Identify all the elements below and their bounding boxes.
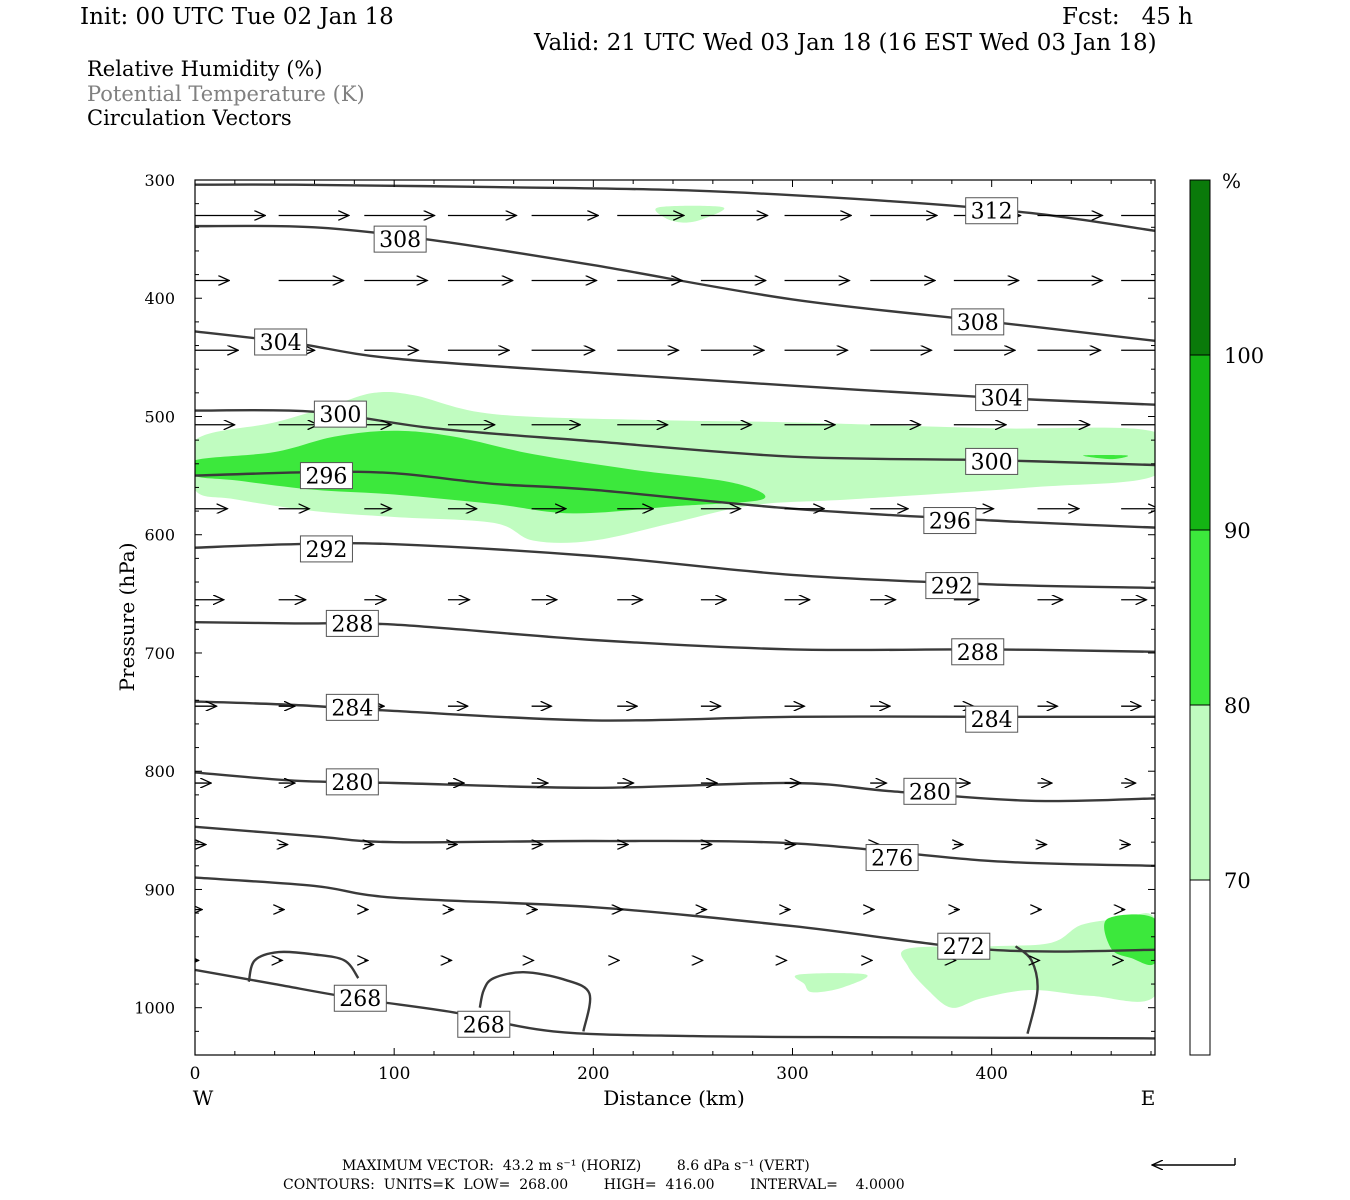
y-axis-title: Pressure (hPa): [115, 543, 139, 692]
legend-potential-temperature: Potential Temperature (K): [87, 82, 365, 106]
colorbar-level-label: 100: [1224, 344, 1264, 368]
y-tick-label: 700: [144, 644, 175, 663]
contour-label: 300: [965, 447, 1019, 475]
svg-text:284: 284: [971, 708, 1013, 733]
theta-contour-268: [195, 968, 1155, 1040]
colorbar-band: [1190, 180, 1210, 355]
contour-label: 292: [299, 535, 353, 563]
valid-time: Valid: 21 UTC Wed 03 Jan 18 (16 EST Wed …: [534, 30, 1157, 56]
svg-text:312: 312: [971, 200, 1013, 225]
rh-region-70-80: [655, 205, 725, 223]
theta-contour-272: [195, 876, 1155, 953]
y-tick-label: 1000: [134, 999, 175, 1018]
svg-text:268: 268: [463, 1013, 505, 1038]
contour-label: 304: [975, 384, 1029, 412]
contour-label: 268: [457, 1010, 511, 1038]
rh-region-80-90: [1083, 455, 1129, 460]
contour-label: 312: [965, 197, 1019, 225]
contour-label: 308: [373, 225, 427, 253]
svg-text:296: 296: [929, 510, 971, 535]
svg-text:276: 276: [871, 847, 913, 872]
legend-relative-humidity: Relative Humidity (%): [87, 57, 323, 81]
colorbar-level-label: 80: [1224, 694, 1251, 718]
y-tick-label: 500: [144, 407, 175, 426]
x-tick-label: 200: [577, 1064, 609, 1084]
x-axis-east-label: E: [1141, 1086, 1156, 1110]
theta-closed-contour-268: [478, 970, 592, 1032]
svg-text:300: 300: [319, 403, 361, 428]
contour-label: 284: [965, 705, 1019, 733]
theta-closed-contour-268: [247, 950, 360, 983]
y-tick-label: 300: [144, 171, 175, 190]
svg-text:308: 308: [957, 311, 999, 336]
svg-text:308: 308: [379, 228, 421, 253]
contour-label: 292: [925, 572, 979, 600]
svg-text:268: 268: [339, 987, 381, 1012]
theta-contour-280: [195, 771, 1155, 803]
colorbar-unit: %: [1222, 169, 1241, 193]
svg-text:304: 304: [981, 387, 1023, 412]
contour-label: 288: [325, 609, 379, 637]
svg-text:280: 280: [909, 780, 951, 805]
legend-circulation-vectors: Circulation Vectors: [87, 106, 292, 130]
contour-label: 280: [325, 768, 379, 796]
contour-label: 276: [865, 844, 919, 872]
contour-label-layer: 312 308 308 304 304 300 300 296 296 292 292 288 288 2…: [254, 197, 1029, 1038]
svg-text:280: 280: [331, 771, 373, 796]
plot-frame: [194, 179, 1156, 1056]
x-axis-west-label: W: [193, 1086, 214, 1110]
svg-text:288: 288: [331, 612, 373, 637]
contour-label: 308: [951, 308, 1005, 336]
x-axis-title: Distance (km): [603, 1086, 745, 1110]
colorbar-band: [1190, 880, 1210, 1055]
contour-info-note: CONTOURS: UNITS=K LOW= 268.00 HIGH= 416.…: [283, 1177, 905, 1193]
svg-text:292: 292: [305, 538, 347, 563]
reference-vector-icon: [1152, 1158, 1236, 1165]
forecast-hour: Fcst: 45 h: [1062, 4, 1193, 30]
init-time: Init: 00 UTC Tue 02 Jan 18: [80, 4, 394, 30]
svg-text:284: 284: [331, 696, 373, 721]
svg-text:272: 272: [943, 935, 985, 960]
contour-label: 272: [937, 932, 991, 960]
contour-label: 284: [325, 693, 379, 721]
contour-label: 304: [254, 328, 308, 356]
colorbar-frame: [1189, 179, 1211, 1056]
y-tick-label: 600: [144, 526, 175, 545]
theta-contour-276: [195, 825, 1155, 867]
colorbar-band: [1190, 705, 1210, 880]
contour-label: 280: [903, 777, 957, 805]
x-tick-label: 0: [190, 1064, 201, 1084]
y-tick-label: 400: [144, 289, 175, 308]
contour-label: 296: [923, 507, 977, 535]
rh-region-70-80: [901, 913, 1155, 1008]
contour-label: 288: [951, 638, 1005, 666]
colorbar-band: [1190, 355, 1210, 530]
svg-text:296: 296: [305, 465, 347, 490]
x-tick-label: 100: [378, 1064, 410, 1084]
axis-layer: 300 400 500 600 700 800 900 1000 0 100 200 300 400: [134, 171, 1155, 1084]
contour-label: 300: [313, 400, 367, 428]
y-tick-label: 800: [144, 762, 175, 781]
x-tick-label: 300: [776, 1064, 808, 1084]
colorbar: 70 80 90 100%: [1189, 169, 1264, 1056]
rh-region-80-90: [1104, 914, 1155, 966]
maximum-vector-note: MAXIMUM VECTOR: 43.2 m s⁻¹ (HORIZ) 8.6 d…: [342, 1158, 810, 1174]
contour-label: 268: [333, 984, 387, 1012]
svg-text:300: 300: [971, 450, 1013, 475]
rh-region-70-80: [794, 973, 868, 993]
y-tick-label: 900: [144, 880, 175, 899]
contour-label: 296: [299, 462, 353, 490]
colorbar-band: [1190, 530, 1210, 705]
theta-closed-contour-272: [1014, 945, 1039, 1034]
svg-text:292: 292: [931, 575, 973, 600]
colorbar-level-label: 70: [1224, 869, 1251, 893]
svg-text:304: 304: [260, 331, 302, 356]
colorbar-level-label: 90: [1224, 519, 1251, 543]
x-tick-label: 400: [975, 1064, 1007, 1084]
theta-contour-312: [195, 183, 1155, 232]
svg-text:288: 288: [957, 641, 999, 666]
theta-contour-308: [195, 224, 1155, 342]
